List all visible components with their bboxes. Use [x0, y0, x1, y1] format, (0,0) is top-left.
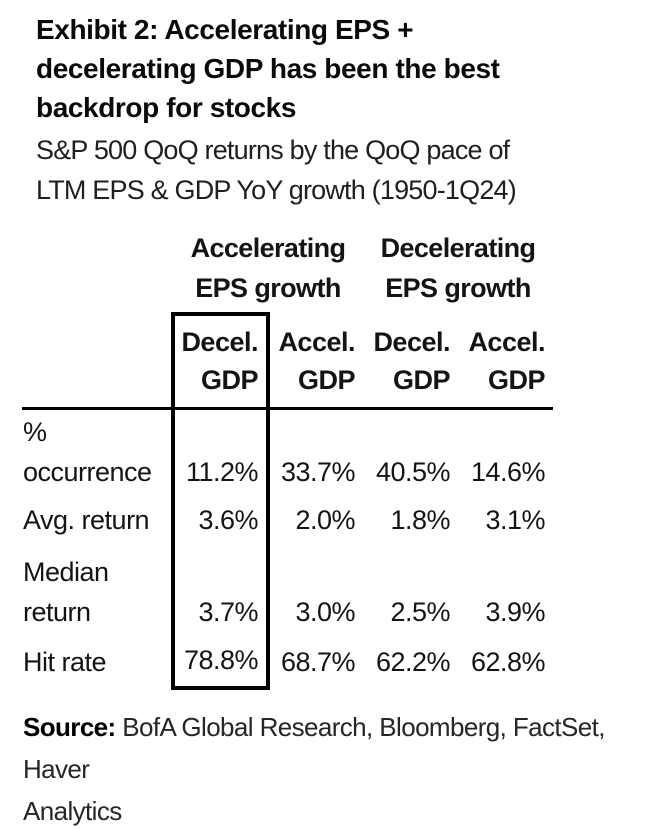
cell-avg-return-decel-eps-decel-gdp: 1.8%: [390, 505, 450, 535]
source-text: BofA Global Research, Bloomberg, FactSet…: [23, 712, 605, 826]
col-header-accel-eps-decel-gdp: Decel. GDP: [171, 312, 270, 410]
table-row-avg-return: Avg. return 3.6% 2.0% 1.8% 3.1%: [22, 498, 553, 546]
cell-occurrence-decel-eps-accel-gdp: 14.6%: [470, 457, 546, 487]
table-row-occurrence: % occurrence 11.2% 33.7% 40.5% 14.6%: [22, 408, 553, 498]
row-label-occurrence: % occurrence: [23, 417, 152, 487]
source-label: Source:: [23, 712, 116, 742]
cell-avg-return-accel-eps-accel-gdp: 2.0%: [295, 505, 355, 535]
cell-hit-rate-accel-eps-decel-gdp: 78.8%: [171, 638, 270, 690]
column-group-accelerating-eps: Accelerating EPS growth: [190, 233, 346, 303]
corner-cell: [22, 228, 173, 314]
cell-occurrence-accel-eps-decel-gdp: 11.2%: [171, 408, 270, 498]
exhibit-title: Exhibit 2: Accelerating EPS + decelerati…: [36, 14, 500, 123]
table-row-hit-rate: Hit rate 78.8% 68.7% 62.2% 62.8%: [22, 638, 553, 690]
cell-occurrence-accel-eps-accel-gdp: 33.7%: [280, 457, 356, 487]
cell-avg-return-decel-eps-accel-gdp: 3.1%: [485, 505, 545, 535]
exhibit-subtitle: S&P 500 QoQ returns by the QoQ pace of L…: [36, 135, 517, 205]
col-header-decel-eps-decel-gdp: Decel. GDP: [363, 314, 458, 410]
cell-median-return-accel-eps-decel-gdp: 3.7%: [171, 546, 270, 638]
row-label-avg-return: Avg. return: [23, 505, 150, 535]
cell-median-return-accel-eps-accel-gdp: 3.0%: [295, 597, 355, 627]
col-header-decel-eps-accel-gdp: Accel. GDP: [458, 314, 553, 410]
exhibit-table: Accelerating EPS growth Decelerating EPS…: [22, 228, 553, 690]
table-row-median-return: Median return 3.7% 3.0% 2.5% 3.9%: [22, 546, 553, 638]
corner-cell: [22, 314, 173, 410]
column-group-decelerating-eps: Decelerating EPS growth: [380, 233, 536, 303]
column-subheader-row: Decel. GDP Accel. GDP Decel. GDP Accel. …: [22, 312, 553, 410]
source-note: Source: BofA Global Research, Bloomberg,…: [23, 706, 610, 829]
cell-hit-rate-decel-eps-decel-gdp: 62.2%: [375, 647, 451, 677]
cell-hit-rate-decel-eps-accel-gdp: 62.8%: [470, 647, 546, 677]
cell-avg-return-accel-eps-decel-gdp: 3.6%: [171, 498, 270, 546]
cell-hit-rate-accel-eps-accel-gdp: 68.7%: [280, 647, 356, 677]
cell-occurrence-decel-eps-decel-gdp: 40.5%: [375, 457, 451, 487]
row-label-hit-rate: Hit rate: [23, 647, 107, 677]
column-group-header-row: Accelerating EPS growth Decelerating EPS…: [22, 228, 553, 314]
row-label-median-return: Median return: [23, 557, 109, 627]
col-header-accel-eps-accel-gdp: Accel. GDP: [268, 314, 363, 410]
cell-median-return-decel-eps-accel-gdp: 3.9%: [485, 597, 545, 627]
cell-median-return-decel-eps-decel-gdp: 2.5%: [390, 597, 450, 627]
